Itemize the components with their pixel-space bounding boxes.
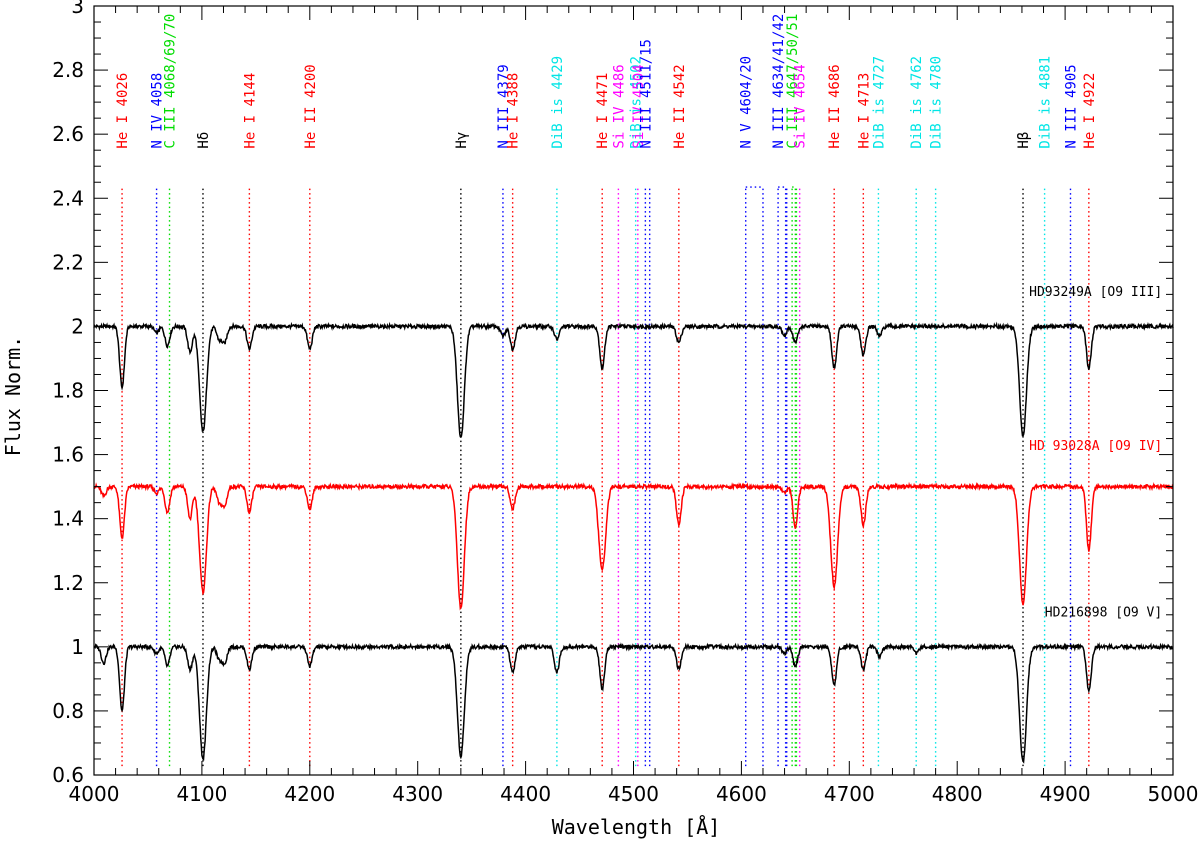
y-tick-label: 2.4 xyxy=(52,186,84,210)
x-tick-label: 5000 xyxy=(1148,782,1199,806)
x-tick-label: 4500 xyxy=(608,782,659,806)
y-tick-label: 0.8 xyxy=(52,699,84,723)
x-tick-label: 4200 xyxy=(284,782,335,806)
spectrum-line xyxy=(93,481,1174,611)
line-id-label: DiB is 4727 xyxy=(871,56,887,149)
y-tick-label: 2.2 xyxy=(52,250,84,274)
x-tick-label: 4400 xyxy=(500,782,551,806)
line-id-label: He II 4542 xyxy=(672,64,688,148)
line-id-label: N III 4511/15 xyxy=(638,39,654,149)
y-tick-label: 0.6 xyxy=(52,763,84,787)
y-axis-label: Flux Norm. xyxy=(1,336,25,456)
y-tick-label: 2 xyxy=(71,314,84,338)
line-id-label: He I 4026 xyxy=(115,73,131,149)
series-name-label: HD 93028A [O9 IV] xyxy=(1029,439,1162,454)
series-name-label: HD216898 [O9 V] xyxy=(1045,605,1162,620)
line-id-label: N III 4905 xyxy=(1064,64,1080,148)
x-tick-label: 4700 xyxy=(824,782,875,806)
y-tick-label: 2.8 xyxy=(52,58,84,82)
spectrum-line xyxy=(93,321,1174,439)
line-id-label: N III 4379 xyxy=(496,64,512,148)
x-tick-label: 4000 xyxy=(69,782,120,806)
line-id-label: Si IV 4504 xyxy=(631,64,647,148)
marker-lines-layer xyxy=(121,186,1090,769)
x-tick-label: 4300 xyxy=(392,782,443,806)
line-id-label: He I 4388 xyxy=(506,73,522,149)
y-tick-label: 1.8 xyxy=(52,379,84,403)
y-tick-label: 1.2 xyxy=(52,571,84,595)
x-tick-label: 4600 xyxy=(716,782,767,806)
x-tick-label: 4900 xyxy=(1040,782,1091,806)
y-tick-label: 2.6 xyxy=(52,122,84,146)
line-id-label: N IV 4058 xyxy=(150,73,166,149)
line-id-label: C III 4068/69/70 xyxy=(163,14,179,149)
x-axis-label: Wavelength [Å] xyxy=(552,815,721,839)
line-id-label: Hβ xyxy=(1016,132,1032,149)
line-id-label: DiB is 4780 xyxy=(929,56,945,149)
line-id-label: He I 4471 xyxy=(595,73,611,149)
line-id-label: DiB is 4881 xyxy=(1038,56,1054,149)
line-id-label: DiB is 4429 xyxy=(550,56,566,149)
spectra-layer xyxy=(93,321,1174,764)
line-id-label: Hγ xyxy=(454,132,470,149)
line-id-label: N III 4634/41/42 xyxy=(771,14,787,149)
y-tick-label: 3 xyxy=(71,0,84,18)
x-tick-label: 4800 xyxy=(932,782,983,806)
spectrum-line xyxy=(93,641,1174,764)
line-id-label: Si IV 4486 xyxy=(611,64,627,148)
x-tick-label: 4100 xyxy=(176,782,227,806)
line-id-label: DiB is 4502 xyxy=(629,56,645,149)
axes-layer: 4000 4100 4200 4300 4400 4500 4600 4700 4800 4900… xyxy=(52,0,1198,806)
line-id-label: C III 4647/50/51 xyxy=(785,14,801,149)
y-tick-label: 1.4 xyxy=(52,507,84,531)
series-name-label: HD93249A [O9 III] xyxy=(1029,285,1162,300)
line-id-label: He I 4922 xyxy=(1082,73,1098,149)
y-tick-label: 1.6 xyxy=(52,443,84,467)
line-id-label: Hδ xyxy=(196,132,212,149)
line-id-label: He I 4144 xyxy=(242,73,258,149)
y-tick-label: 1 xyxy=(71,635,84,659)
line-id-label: N V 4604/20 xyxy=(739,56,755,149)
series-labels-layer: HD93249A [O9 III] HD 93028A [O9 IV] HD2168… xyxy=(1029,285,1162,620)
line-id-label: DiB is 4762 xyxy=(909,56,925,149)
line-id-label: He II 4686 xyxy=(827,64,843,148)
line-id-label: Si IV 4654 xyxy=(793,64,809,148)
line-id-label: He I 4713 xyxy=(856,73,872,149)
line-id-label: He II 4200 xyxy=(303,64,319,148)
